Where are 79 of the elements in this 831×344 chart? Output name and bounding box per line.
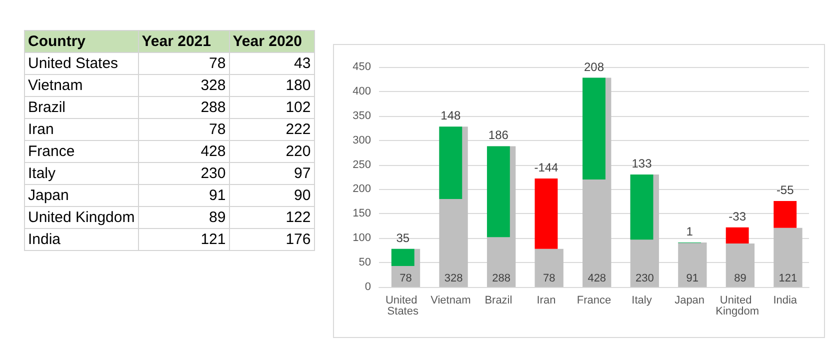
text: 43 — [229, 52, 314, 74]
text: Italy — [24, 162, 138, 184]
bar — [391, 248, 414, 266]
text: Vietnam — [24, 74, 138, 96]
y-tick-label: 0 — [364, 281, 371, 293]
y-tick-label: 150 — [352, 208, 371, 220]
bar — [630, 174, 654, 240]
data-label: 428 — [588, 272, 606, 284]
text: 121 — [138, 228, 230, 250]
text: 230 — [138, 162, 230, 184]
bar — [726, 243, 755, 287]
data-label: 208 — [584, 60, 604, 74]
text: Japan — [24, 184, 138, 206]
x-tick-label: Vietnam — [430, 294, 471, 306]
data-label: 78 — [400, 272, 412, 284]
text: Brazil — [24, 96, 138, 118]
x-tick-label: United Kingdom — [716, 294, 760, 318]
data-label: -33 — [728, 209, 746, 224]
data-label: -144 — [534, 160, 559, 174]
data-label: 328 — [444, 272, 463, 284]
bar — [534, 248, 564, 287]
text: Iran — [24, 118, 138, 140]
text: France — [24, 140, 138, 162]
y-tick-label: 100 — [352, 232, 371, 244]
data-label: 148 — [440, 108, 461, 123]
text: 428 — [138, 140, 230, 162]
data-label: 35 — [396, 230, 410, 245]
text: Year 2020 — [229, 30, 314, 52]
text: India — [24, 228, 138, 250]
text: 220 — [229, 140, 314, 162]
text: 328 — [138, 74, 230, 96]
bar — [774, 228, 802, 287]
data-label: 78 — [542, 272, 556, 284]
text: United States — [24, 52, 138, 74]
x-tick-label: France — [576, 294, 612, 306]
data-label: 230 — [635, 272, 654, 284]
bar — [726, 227, 749, 244]
y-tick-label: 200 — [352, 183, 371, 196]
bar — [678, 242, 707, 287]
y-tick-label: 450 — [352, 61, 371, 73]
y-tick-label: 300 — [352, 134, 371, 146]
text: Country — [24, 30, 138, 52]
data-label: 186 — [488, 128, 509, 142]
bar — [534, 178, 558, 249]
text: Year 2021 — [138, 30, 230, 52]
text: 102 — [229, 96, 314, 118]
x-tick-label: India — [773, 294, 798, 306]
y-tick-label: 250 — [352, 158, 371, 171]
x-tick-label: United States — [385, 294, 420, 318]
text: 288 — [138, 96, 230, 118]
bar — [486, 146, 510, 238]
data-label: 89 — [734, 272, 746, 284]
text: 91 — [138, 184, 230, 206]
text: 222 — [229, 118, 314, 140]
data-label: 121 — [778, 272, 798, 284]
y-tick-label: 400 — [352, 85, 371, 98]
data-label: 288 — [492, 272, 510, 284]
text: 78 — [138, 118, 230, 140]
x-tick-label: Japan — [674, 294, 705, 306]
x-tick-label: Brazil — [484, 294, 512, 306]
x-tick-label: Italy — [632, 294, 652, 306]
text: 180 — [229, 74, 314, 96]
bar — [774, 200, 797, 228]
bar — [582, 78, 606, 180]
text: 90 — [229, 184, 314, 206]
y-tick-label: 350 — [352, 110, 371, 122]
text: 89 — [138, 206, 230, 228]
text: 97 — [229, 162, 314, 184]
data-label: -55 — [776, 182, 794, 197]
data-label: 1 — [686, 224, 694, 239]
text: 122 — [229, 206, 314, 228]
data-label: 91 — [686, 272, 699, 284]
text: United Kingdom — [24, 206, 138, 228]
text: 176 — [229, 228, 314, 250]
y-tick-label: 50 — [358, 256, 371, 269]
data-label: 133 — [632, 156, 652, 171]
bar — [439, 126, 462, 199]
x-tick-label: Iran — [536, 294, 556, 306]
text: 78 — [138, 52, 230, 74]
